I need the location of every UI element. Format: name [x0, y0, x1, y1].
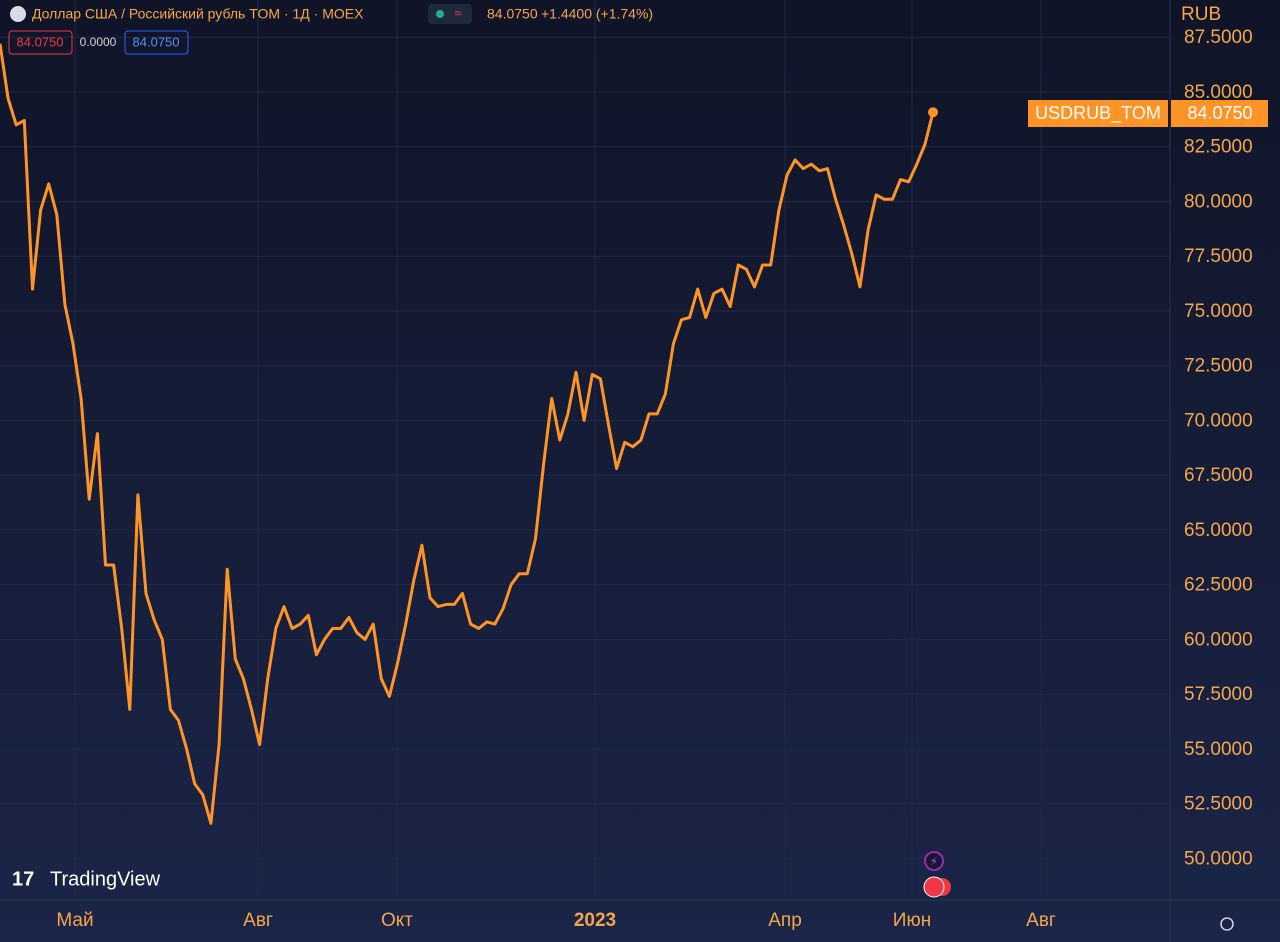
event-icon-glyph: ⚡: [930, 856, 938, 868]
y-tick-label: 57.5000: [1184, 684, 1253, 705]
status-icon: ≈: [454, 5, 461, 20]
y-tick-label: 85.0000: [1184, 82, 1253, 103]
ask-value: 84.0750: [133, 34, 180, 49]
logo-text: TradingView: [50, 868, 161, 890]
x-tick-label: 2023: [574, 910, 616, 931]
x-tick-label: Июн: [893, 910, 931, 931]
y-tick-label: 77.5000: [1184, 246, 1253, 267]
y-tick-label: 72.5000: [1184, 356, 1253, 377]
y-tick-label: 55.0000: [1184, 739, 1253, 760]
y-tick-label: 82.5000: [1184, 137, 1253, 158]
y-tick-label: 60.0000: [1184, 629, 1253, 650]
status-badge: [428, 4, 472, 24]
y-tick-label: 87.5000: [1184, 27, 1253, 48]
bid-value: 84.0750: [17, 34, 64, 49]
x-tick-label: Авг: [243, 910, 273, 931]
y-tick-label: 65.0000: [1184, 520, 1253, 541]
x-tick-label: Май: [56, 910, 93, 931]
settings-icon[interactable]: [1220, 917, 1234, 931]
y-tick-label: 75.0000: [1184, 301, 1253, 322]
symbol-title: Доллар США / Российский рубль TOM · 1Д ·…: [32, 6, 364, 22]
x-tick-label: Окт: [381, 910, 413, 931]
y-tick-label: 67.5000: [1184, 465, 1253, 486]
last-price: 84.0750: [487, 6, 538, 22]
bid-box: [8, 30, 73, 55]
price-line: [0, 43, 935, 825]
y-tick-label: 50.0000: [1184, 848, 1253, 869]
event-icon[interactable]: [924, 851, 944, 871]
ask-box: [124, 30, 189, 55]
currency-label[interactable]: RUB: [1181, 4, 1221, 25]
last-point: [928, 107, 938, 118]
logo-mark: 17: [12, 868, 34, 890]
price-change: +1.4400 (+1.74%): [541, 6, 653, 22]
spread-value: 0.0000: [80, 35, 117, 49]
flag-event-icon[interactable]: [923, 876, 945, 898]
y-tick-label: 80.0000: [1184, 191, 1253, 212]
y-tick-label: 62.5000: [1184, 575, 1253, 596]
symbol-tag-label: USDRUB_TOM: [1035, 103, 1161, 124]
price-tag: [1171, 100, 1268, 127]
flag-icon: [10, 6, 26, 22]
x-tick-label: Авг: [1026, 910, 1056, 931]
x-tick-label: Апр: [768, 910, 802, 931]
y-tick-label: 52.5000: [1184, 794, 1253, 815]
y-tick-label: 70.0000: [1184, 410, 1253, 431]
price-tag-value: 84.0750: [1187, 103, 1252, 123]
status-dot: [436, 10, 444, 18]
symbol-tag: [1028, 100, 1168, 127]
